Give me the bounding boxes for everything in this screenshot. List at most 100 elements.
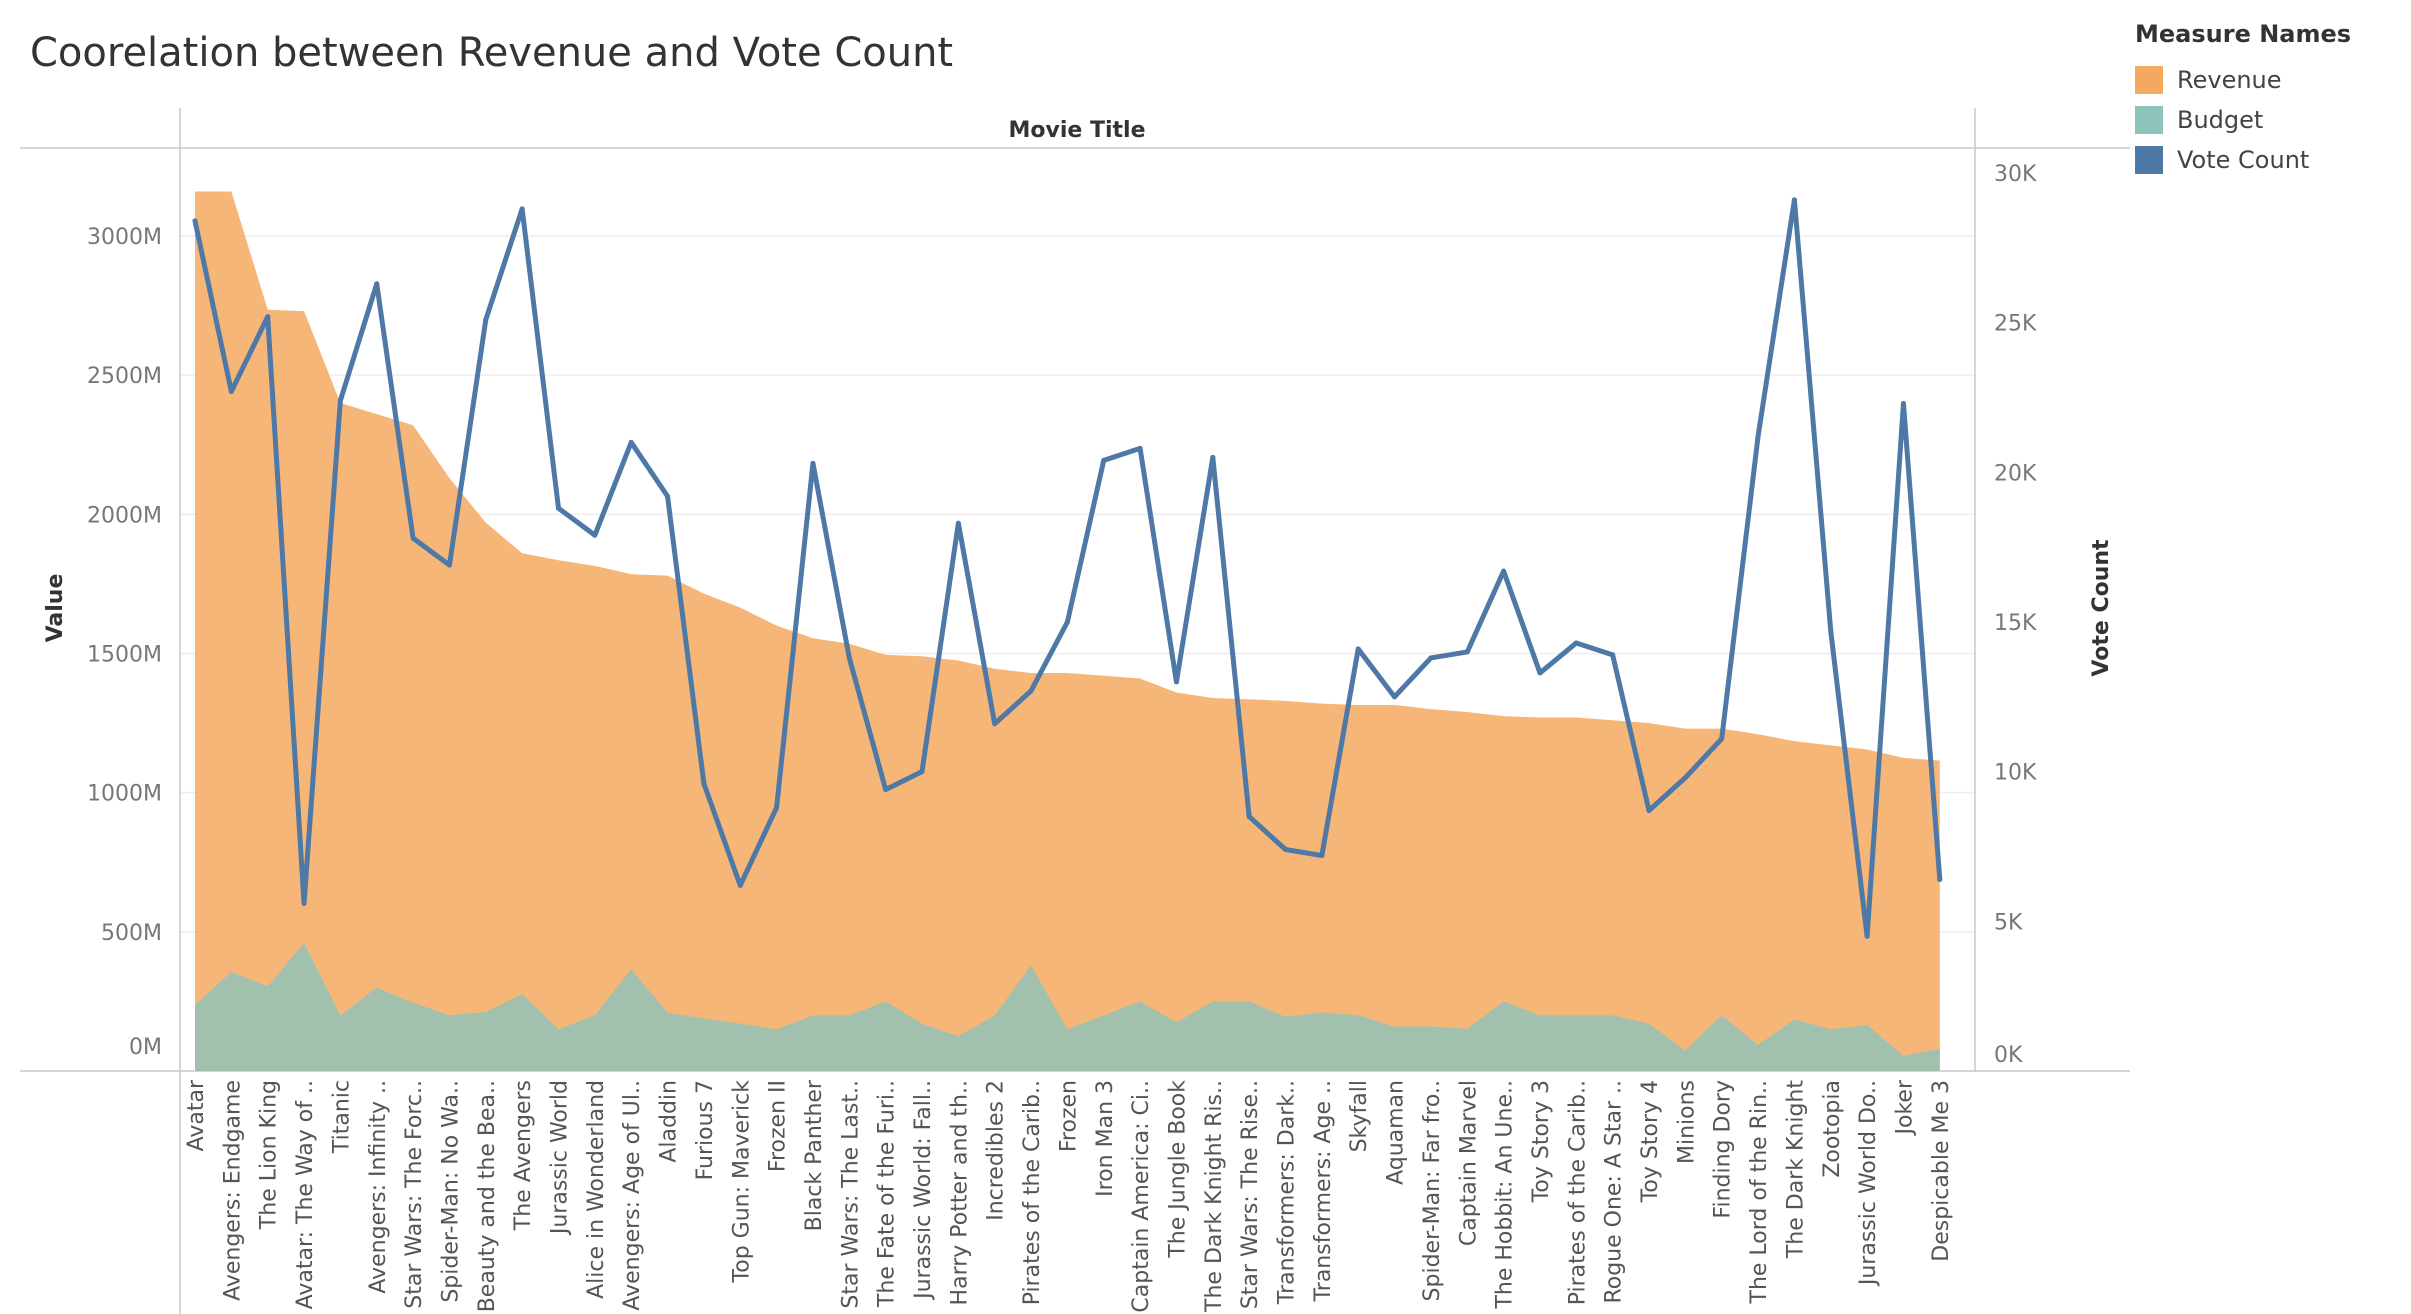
- vote-count-point-7: [446, 562, 452, 568]
- left-tick-label-0: 0M: [129, 1035, 162, 1060]
- right-tick-label-2: 10K: [1994, 761, 2037, 786]
- x-tick-label-5: Avengers: Infinity ..: [366, 1080, 391, 1294]
- vote-count-point-39: [1610, 652, 1616, 658]
- x-tick-label-9: The Avengers: [511, 1080, 536, 1231]
- right-tick-label-6: 30K: [1994, 162, 2037, 187]
- vote-count-point-19: [883, 787, 889, 793]
- left-tick-label-3: 1500M: [87, 643, 162, 668]
- x-tick-label-24: Frozen: [1056, 1080, 1081, 1152]
- vote-count-point-32: [1355, 646, 1361, 652]
- vote-count-point-12: [628, 439, 634, 445]
- legend-item-budget[interactable]: Budget: [2135, 100, 2351, 140]
- x-tick-label-29: Star Wars: The Rise..: [1238, 1080, 1263, 1309]
- x-tick-label-31: Transformers: Age ..: [1311, 1080, 1336, 1302]
- left-tick-label-2: 1000M: [87, 782, 162, 807]
- x-tick-label-7: Spider-Man: No Wa..: [438, 1080, 463, 1303]
- vote-count-point-18: [846, 655, 852, 661]
- vote-count-point-10: [556, 505, 561, 511]
- vote-count-point-8: [483, 317, 489, 323]
- right-tick-label-4: 20K: [1994, 461, 2037, 486]
- line-series: [192, 197, 1943, 939]
- vote-count-point-23: [1028, 688, 1034, 694]
- x-tick-label-11: Alice in Wonderland: [584, 1080, 609, 1299]
- x-tick-label-43: The Lord of the Rin..: [1747, 1080, 1772, 1304]
- x-tick-label-45: Zootopia: [1820, 1080, 1845, 1178]
- x-tick-label-34: Spider-Man: Far fro..: [1420, 1080, 1445, 1301]
- x-tick-label-0: Avatar: [184, 1079, 209, 1151]
- x-tick-label-10: Jurassic World: [548, 1080, 573, 1236]
- vote-count-point-36: [1501, 568, 1507, 574]
- vote-count-point-3: [301, 900, 307, 906]
- x-tick-label-28: The Dark Knight Ris..: [1202, 1080, 1227, 1313]
- vote-count-point-42: [1719, 736, 1725, 742]
- x-tick-label-3: Avatar: The Way of ..: [293, 1080, 318, 1309]
- x-tick-label-23: Pirates of the Carib..: [1020, 1080, 1045, 1305]
- vote-count-point-25: [1101, 457, 1107, 463]
- x-axis: Avatar Avengers: Endgame The Lion King Avat…: [184, 1079, 1954, 1313]
- x-tick-label-41: Minions: [1674, 1080, 1699, 1164]
- vote-count-point-45: [1828, 628, 1834, 634]
- left-tick-label-4: 2000M: [87, 503, 162, 528]
- x-tick-label-22: Incredibles 2: [984, 1080, 1009, 1221]
- legend-item-revenue[interactable]: Revenue: [2135, 60, 2351, 100]
- right-tick-label-3: 15K: [1994, 611, 2037, 636]
- x-tick-label-37: Toy Story 3: [1529, 1080, 1554, 1203]
- x-tick-label-30: Transformers: Dark..: [1275, 1080, 1300, 1305]
- legend-swatch-revenue: [2135, 66, 2163, 94]
- right-tick-label-0: 0K: [1994, 1043, 2023, 1068]
- vote-count-point-9: [519, 206, 525, 212]
- vote-count-point-22: [992, 721, 998, 727]
- x-tick-label-46: Jurassic World Do..: [1856, 1080, 1881, 1287]
- vote-count-point-29: [1246, 814, 1252, 820]
- budget-area: [195, 942, 1940, 1071]
- vote-count-point-24: [1064, 619, 1070, 625]
- vote-count-point-44: [1791, 197, 1797, 203]
- vote-count-point-46: [1864, 933, 1870, 939]
- x-tick-label-21: Harry Potter and th..: [947, 1080, 972, 1305]
- x-tick-label-12: Avengers: Age of Ul..: [620, 1080, 645, 1311]
- legend-item-vote-count[interactable]: Vote Count: [2135, 140, 2351, 180]
- vote-count-point-34: [1428, 655, 1434, 661]
- x-tick-label-18: Star Wars: The Last..: [838, 1080, 863, 1309]
- vote-count-point-41: [1682, 775, 1688, 781]
- vote-count-point-40: [1646, 808, 1652, 814]
- legend-label-vote-count: Vote Count: [2177, 146, 2310, 174]
- x-tick-label-42: Finding Dory: [1711, 1080, 1736, 1219]
- vote-count-point-6: [410, 535, 416, 541]
- area-series: [195, 191, 1940, 1072]
- x-tick-label-26: Captain America: Ci..: [1129, 1080, 1154, 1313]
- column-header-movie-title: Movie Title: [1009, 118, 1146, 143]
- vote-count-point-17: [810, 460, 816, 466]
- x-tick-label-14: Furious 7: [693, 1080, 718, 1180]
- vote-count-point-20: [919, 769, 925, 775]
- legend-swatch-vote-count: [2135, 146, 2163, 174]
- right-tick-label-5: 25K: [1994, 312, 2037, 337]
- legend-label-budget: Budget: [2177, 106, 2264, 134]
- left-tick-label-5: 2500M: [87, 364, 162, 389]
- x-tick-label-27: The Jungle Book: [1165, 1080, 1190, 1259]
- vote-count-point-14: [701, 781, 707, 787]
- left-tick-label-6: 3000M: [87, 225, 162, 250]
- vote-count-point-13: [665, 493, 671, 499]
- vote-count-point-43: [1755, 433, 1761, 439]
- chart-title: Coorelation between Revenue and Vote Cou…: [30, 30, 954, 76]
- vote-count-point-11: [592, 532, 598, 538]
- x-tick-label-15: Top Gun: Maverick: [729, 1080, 754, 1284]
- x-tick-label-2: The Lion King: [257, 1080, 282, 1230]
- legend-label-revenue: Revenue: [2177, 66, 2282, 94]
- vote-count-point-15: [737, 882, 743, 888]
- vote-count-point-38: [1573, 640, 1579, 646]
- vote-count-point-33: [1392, 694, 1398, 700]
- right-axis-title: Vote Count: [2089, 539, 2114, 677]
- x-tick-label-35: Captain Marvel: [1456, 1080, 1481, 1246]
- x-tick-label-32: Skyfall: [1347, 1080, 1372, 1152]
- x-tick-label-17: Black Panther: [802, 1079, 827, 1231]
- legend: Measure Names Revenue Budget Vote Count: [2135, 20, 2351, 180]
- x-tick-label-1: Avengers: Endgame: [220, 1080, 245, 1301]
- legend-title: Measure Names: [2135, 20, 2352, 48]
- vote-count-point-21: [955, 520, 961, 526]
- vote-count-point-16: [774, 805, 780, 811]
- vote-count-point-31: [1319, 852, 1325, 858]
- x-tick-label-39: Rogue One: A Star ..: [1602, 1080, 1627, 1304]
- vote-count-point-26: [1137, 445, 1143, 451]
